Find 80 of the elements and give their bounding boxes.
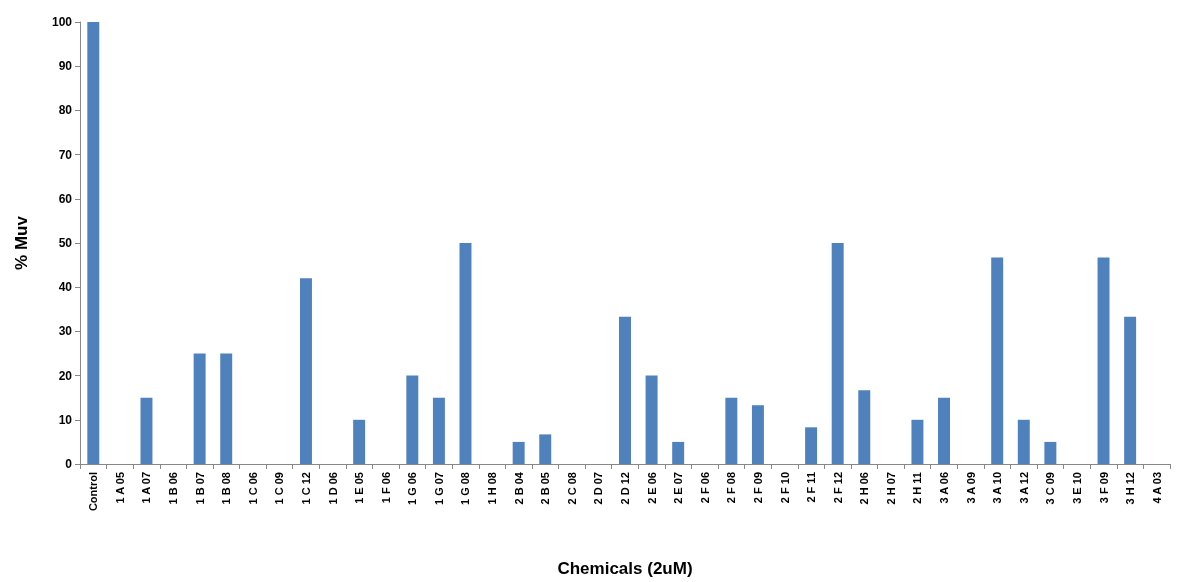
x-tick-label: 1 B 08	[220, 472, 233, 505]
x-tick-label: 1 E 05	[353, 472, 366, 504]
x-tick-label: 3 C 09	[1044, 472, 1057, 505]
bar	[512, 441, 525, 464]
bar	[406, 375, 419, 464]
bar	[991, 257, 1004, 464]
bar	[645, 375, 658, 464]
x-tick-label: 1 F 06	[379, 472, 392, 504]
x-tick-label: 4 A 03	[1150, 472, 1163, 504]
x-tick-label: 2 F 11	[805, 472, 818, 503]
y-tick-label: 100	[51, 15, 73, 29]
x-tick-label: 1 D 06	[326, 472, 339, 505]
x-tick-label: 3 A 09	[964, 472, 977, 504]
bar	[140, 397, 153, 464]
x-tick-label: 3 A 06	[938, 472, 951, 504]
y-tick-label: 30	[58, 324, 73, 339]
y-tick-label: 60	[58, 191, 73, 206]
bar	[938, 397, 951, 464]
bar	[353, 419, 366, 464]
bar	[619, 316, 631, 464]
bar	[220, 353, 233, 464]
x-tick-label: 2 F 06	[698, 472, 711, 504]
x-tick-label: 1 B 07	[193, 472, 206, 505]
x-tick-label: 1 G 08	[459, 472, 472, 506]
bar	[1044, 441, 1057, 464]
bar	[831, 243, 844, 464]
bar	[1017, 419, 1030, 464]
x-tick-label: 2 B 05	[539, 472, 552, 505]
x-tick-label: 1 C 06	[246, 472, 259, 505]
x-tick-label: 2 F 10	[778, 472, 791, 504]
x-tick-label: 2 D 12	[619, 472, 631, 505]
x-tick-label: 1 A 07	[140, 472, 153, 504]
bar	[193, 353, 206, 464]
bar	[1097, 257, 1110, 464]
x-tick-label: 1 H 08	[486, 472, 499, 505]
x-tick-label: 2 H 07	[884, 472, 897, 505]
y-tick-label: 80	[58, 103, 73, 118]
x-tick-label: Control	[87, 472, 100, 512]
y-tick-label: 50	[58, 236, 73, 250]
x-tick-label: 2 F 08	[725, 472, 738, 504]
x-tick-label: 2 F 12	[831, 472, 844, 504]
x-tick-label: 3 A 12	[1017, 472, 1030, 504]
x-tick-label: 2 B 04	[512, 471, 525, 505]
x-tick-label: 1 C 12	[299, 472, 312, 505]
x-tick-label: 1 B 06	[167, 472, 180, 505]
x-axis-title: Chemicals (2uM)	[557, 559, 693, 578]
bar	[87, 22, 100, 464]
bar	[1124, 316, 1137, 464]
x-tick-label: 2 D 07	[592, 472, 605, 505]
y-tick-label: 90	[58, 59, 73, 74]
y-tick-label: 0	[65, 457, 73, 471]
x-tick-label: 2 H 11	[911, 472, 924, 504]
y-tick-label: 10	[58, 412, 73, 427]
x-tick-label: 2 E 07	[672, 472, 685, 504]
bar	[539, 434, 552, 464]
bar	[725, 397, 738, 464]
y-axis-title: % Muv	[12, 215, 31, 270]
x-tick-label: 2 C 08	[565, 472, 578, 505]
bar	[911, 419, 924, 464]
bar	[805, 427, 818, 464]
x-tick-label: 2 E 06	[645, 472, 658, 504]
x-tick-label: 1 G 06	[406, 472, 419, 506]
bar	[299, 278, 312, 464]
y-tick-label: 40	[58, 280, 73, 295]
y-tick-label: 70	[58, 147, 73, 162]
bar	[672, 441, 685, 464]
x-tick-label: 3 E 10	[1070, 472, 1083, 504]
y-tick-label: 20	[58, 368, 73, 383]
bar	[459, 243, 472, 464]
x-tick-label: 1 G 07	[432, 472, 445, 506]
x-tick-label: 3 H 12	[1124, 472, 1137, 505]
x-tick-label: 3 A 10	[991, 472, 1004, 504]
x-tick-label: 1 C 09	[273, 472, 286, 505]
x-tick-label: 2 F 09	[751, 472, 764, 504]
bar	[858, 390, 871, 464]
bar	[751, 405, 764, 464]
x-tick-label: 1 A 05	[113, 472, 126, 504]
x-tick-label: 2 H 06	[858, 472, 871, 505]
bar	[432, 397, 445, 464]
x-tick-label: 3 F 09	[1097, 472, 1110, 504]
